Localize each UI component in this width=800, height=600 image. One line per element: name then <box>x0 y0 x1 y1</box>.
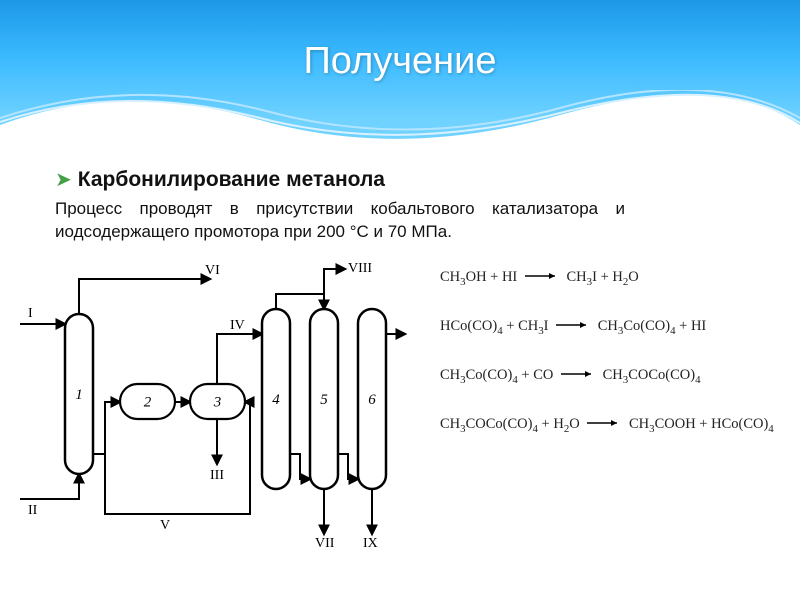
reaction-equation: CH3COCo(CO)4 + H2O CH3COOH + HCo(CO)4 <box>440 416 790 435</box>
svg-text:II: II <box>28 503 38 518</box>
svg-text:2: 2 <box>144 394 152 410</box>
title-banner: Получение <box>0 0 800 150</box>
slide-title: Получение <box>0 40 800 83</box>
svg-text:6: 6 <box>368 392 376 408</box>
svg-text:4: 4 <box>272 392 280 408</box>
svg-text:VIII: VIII <box>348 261 372 276</box>
bullet-icon: ➤ <box>55 168 72 192</box>
svg-text:5: 5 <box>320 392 328 408</box>
wave-decoration <box>0 90 800 150</box>
reaction-equation: HCo(CO)4 + CH3I CH3Co(CO)4 + HI <box>440 318 790 337</box>
reaction-equation: CH3OH + HI CH3I + H2O <box>440 269 790 288</box>
svg-text:VI: VI <box>205 263 220 278</box>
subheading-row: ➤ Карбонилирование метанола <box>55 168 745 192</box>
svg-text:I: I <box>28 306 33 321</box>
svg-text:III: III <box>210 468 224 483</box>
lower-row: IIIVIIVIIIVVIIIVIIIX123456 CH3OH + HI CH… <box>0 244 800 554</box>
subheading: Карбонилирование метанола <box>78 168 385 192</box>
svg-text:3: 3 <box>213 394 222 410</box>
svg-text:IX: IX <box>363 536 378 551</box>
svg-text:1: 1 <box>75 387 83 403</box>
svg-text:V: V <box>160 518 170 533</box>
description: Процесс проводят в присутствии кобальтов… <box>55 198 745 244</box>
process-flow-diagram: IIIVIIVIIIVVIIIVIIIX123456 <box>10 254 430 554</box>
content-area: ➤ Карбонилирование метанола Процесс пров… <box>0 150 800 244</box>
reaction-equation: CH3Co(CO)4 + CO CH3COCo(CO)4 <box>440 367 790 386</box>
svg-text:IV: IV <box>230 318 245 333</box>
svg-text:VII: VII <box>315 536 335 551</box>
reaction-equations: CH3OH + HI CH3I + H2O HCo(CO)4 + CH3I CH3… <box>440 254 790 554</box>
